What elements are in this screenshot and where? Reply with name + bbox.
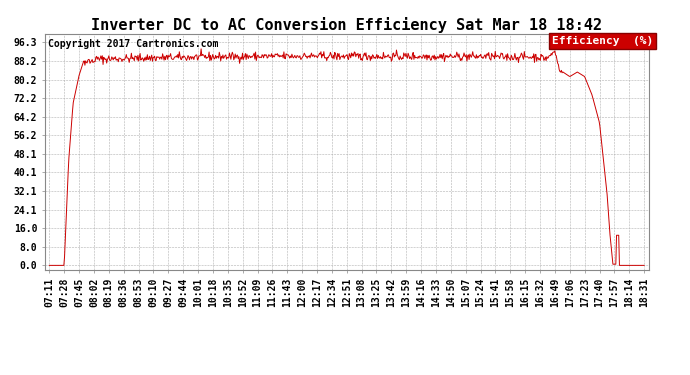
Text: Efficiency  (%): Efficiency (%) [552, 36, 653, 46]
Text: Copyright 2017 Cartronics.com: Copyright 2017 Cartronics.com [48, 39, 218, 48]
Title: Inverter DC to AC Conversion Efficiency Sat Mar 18 18:42: Inverter DC to AC Conversion Efficiency … [91, 16, 602, 33]
